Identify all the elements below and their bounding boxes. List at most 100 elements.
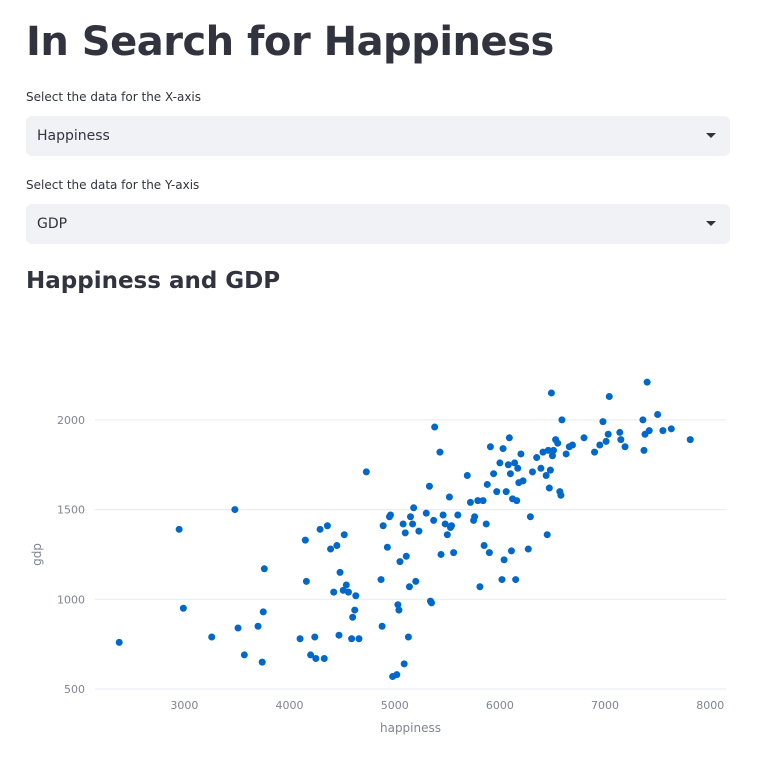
- scatter-point: [546, 466, 554, 474]
- scatter-point: [554, 439, 562, 447]
- scatter-point: [479, 497, 487, 505]
- scatter-point: [336, 568, 344, 576]
- scatter-point: [557, 491, 565, 499]
- scatter-point: [349, 613, 357, 621]
- scatter-point: [410, 504, 418, 512]
- scatter-point: [393, 671, 401, 679]
- scatter-point: [533, 454, 541, 462]
- scatter-point: [409, 520, 417, 528]
- scatter-point: [542, 471, 550, 479]
- scatter-point: [544, 446, 552, 454]
- scatter-point: [431, 423, 439, 431]
- x-axis-select[interactable]: Happiness: [26, 116, 730, 156]
- scatter-point: [499, 445, 507, 453]
- scatter-point: [659, 427, 667, 435]
- scatter-point: [507, 547, 515, 555]
- scatter-point: [179, 604, 187, 612]
- scatter-point: [387, 511, 395, 519]
- scatter-point: [437, 550, 445, 558]
- scatter-point: [208, 633, 216, 641]
- scatter-chart[interactable]: 500 1000 1500 2000 3000 4000 5000 6000 7000 8000 h…: [0, 330, 776, 750]
- scatter-point: [604, 430, 612, 438]
- scatter-point: [448, 522, 456, 530]
- scatter-point: [667, 425, 675, 433]
- scatter-point: [301, 536, 309, 544]
- scatter-point: [436, 448, 444, 456]
- scatter-point: [260, 565, 268, 573]
- scatter-point: [405, 583, 413, 591]
- scatter-point: [312, 655, 320, 663]
- scatter-point: [645, 427, 653, 435]
- scatter-point: [307, 651, 315, 659]
- scatter-point: [323, 522, 331, 530]
- scatter-point: [407, 513, 414, 521]
- y-axis-select[interactable]: GDP: [26, 204, 730, 244]
- scatter-point: [454, 511, 462, 519]
- scatter-point: [639, 416, 647, 424]
- scatter-point: [466, 498, 474, 506]
- scatter-point: [240, 651, 248, 659]
- scatter-point: [422, 509, 430, 517]
- scatter-point: [621, 443, 629, 451]
- scatter-point: [490, 470, 498, 478]
- x-tick-label: 3000: [170, 699, 198, 712]
- page-title: In Search for Happiness: [26, 19, 554, 65]
- scatter-point: [537, 464, 545, 472]
- scatter-point: [483, 480, 491, 488]
- scatter-point: [342, 581, 350, 589]
- scatter-point: [498, 576, 506, 584]
- scatter-point: [558, 416, 566, 424]
- scatter-point: [330, 588, 338, 596]
- y-axis-select-label: Select the data for the Y-axis: [26, 178, 200, 192]
- scatter-point: [519, 477, 527, 485]
- scatter-point: [568, 441, 576, 449]
- scatter-point: [425, 482, 433, 490]
- scatter-point: [439, 511, 447, 519]
- x-axis-select-value: Happiness: [37, 128, 110, 144]
- scatter-point: [686, 436, 694, 444]
- scatter-point: [528, 468, 536, 476]
- x-tick-label: 6000: [486, 699, 514, 712]
- scatter-point: [400, 660, 408, 668]
- scatter-point: [412, 577, 420, 585]
- chevron-down-icon: [706, 133, 716, 138]
- scatter-point: [480, 541, 488, 549]
- scatter-point: [115, 638, 123, 646]
- x-axis-select-label: Select the data for the X-axis: [26, 90, 202, 104]
- scatter-point: [352, 592, 360, 600]
- x-tick-label: 8000: [696, 699, 724, 712]
- scatter-point: [396, 558, 404, 566]
- scatter-point: [316, 525, 324, 533]
- y-tick-label: 500: [64, 683, 85, 696]
- y-tick-label: 1000: [57, 593, 85, 606]
- scatter-point: [654, 410, 662, 418]
- scatter-point: [505, 434, 513, 442]
- scatter-point: [175, 525, 183, 533]
- scatter-point: [362, 468, 370, 476]
- scatter-point: [415, 527, 423, 535]
- scatter-point: [394, 601, 402, 609]
- scatter-point: [524, 545, 532, 553]
- x-tick-label: 7000: [591, 699, 619, 712]
- y-tick-label: 1500: [57, 504, 85, 517]
- scatter-point: [450, 549, 458, 557]
- scatter-point: [500, 556, 508, 564]
- scatter-point: [471, 513, 479, 521]
- scatter-point: [379, 522, 387, 530]
- scatter-point: [395, 606, 403, 614]
- scatter-point: [377, 576, 385, 584]
- scatter-point: [493, 488, 501, 496]
- scatter-point: [599, 418, 607, 426]
- scatter-point: [401, 529, 409, 537]
- y-axis-select-value: GDP: [37, 216, 68, 232]
- scatter-point: [404, 633, 412, 641]
- scatter-point: [302, 577, 310, 585]
- scatter-point: [517, 450, 525, 458]
- scatter-point: [506, 470, 514, 478]
- scatter-point: [402, 552, 410, 560]
- scatter-point: [355, 635, 363, 643]
- scatter-point: [344, 588, 352, 596]
- scatter-point: [399, 520, 407, 528]
- scatter-point: [258, 658, 266, 666]
- scatter-point: [463, 471, 471, 479]
